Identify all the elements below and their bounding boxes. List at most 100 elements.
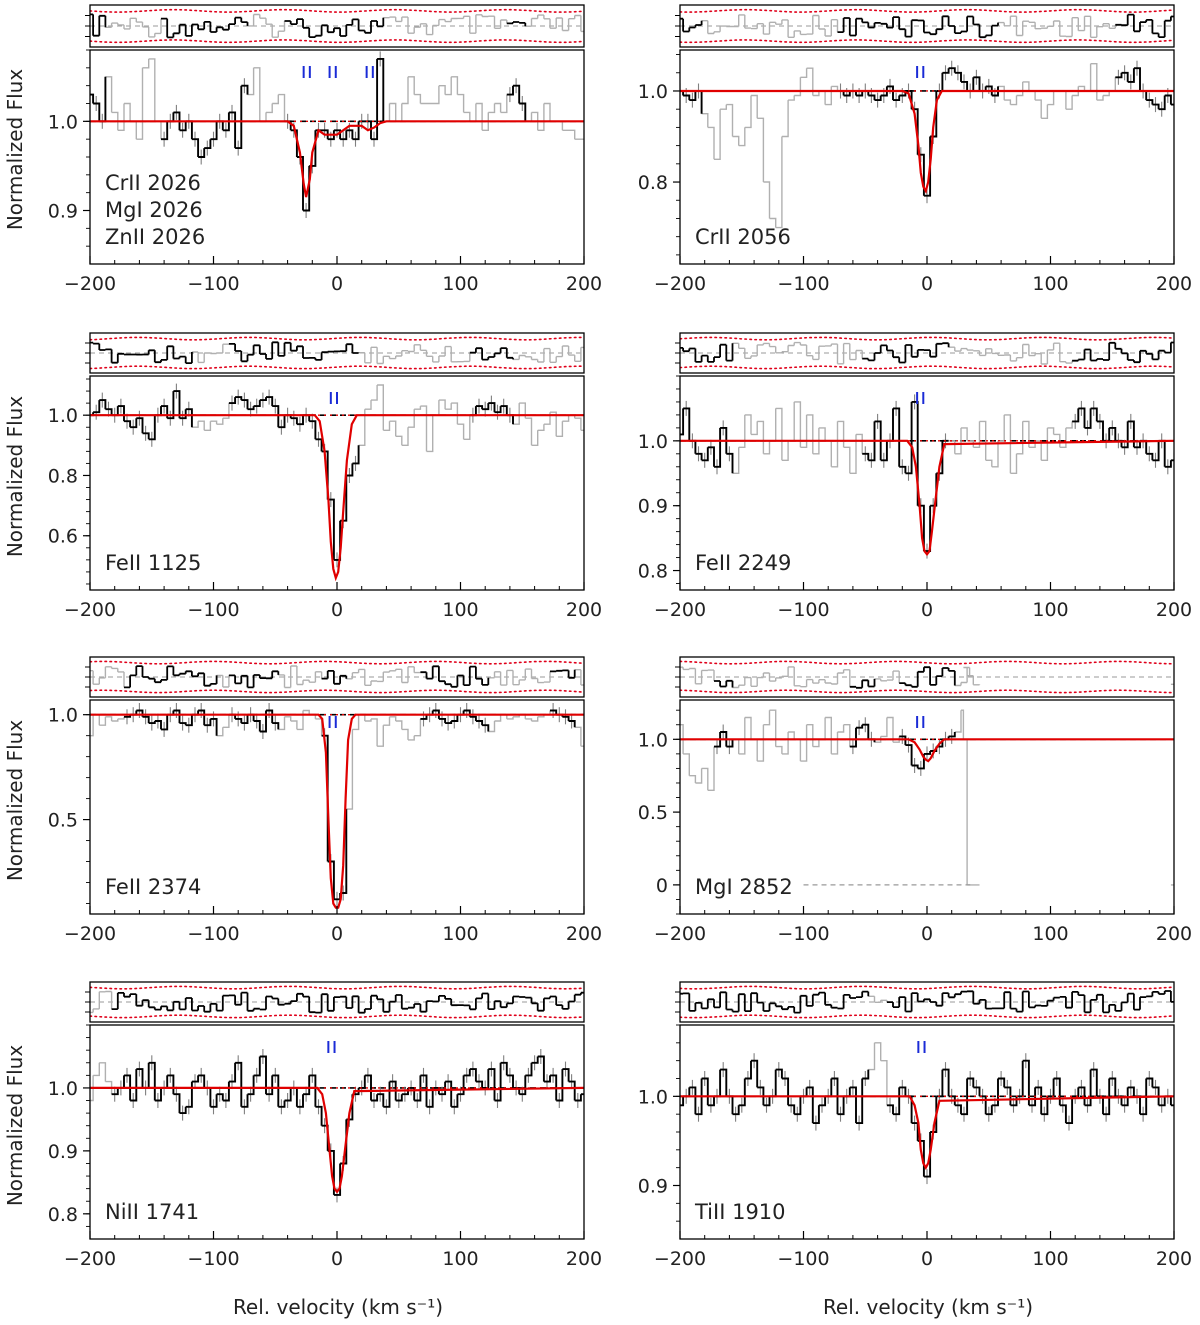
residual-band-lower [90, 39, 584, 44]
residual-band-upper [90, 8, 584, 13]
x-axis-label-left: Rel. velocity (km s⁻¹) [233, 1295, 443, 1319]
residual-masked [868, 995, 888, 1003]
residual-band-lower [680, 39, 1174, 44]
x-tick-label: 0 [331, 273, 343, 295]
y-tick-label: 1.0 [638, 431, 668, 453]
fit-model-line [90, 414, 584, 582]
residual-band-upper [680, 660, 1174, 665]
residual-strip [680, 660, 1174, 694]
ion-label: FeII 1125 [105, 551, 201, 575]
y-tick-label: 1.0 [48, 1078, 78, 1100]
residual-masked [90, 990, 113, 1014]
x-tick-label: −200 [654, 273, 706, 295]
x-tick-label: 0 [921, 273, 933, 295]
residual-masked [191, 343, 584, 365]
residual-masked [680, 666, 1174, 689]
ion-label: CrII 2056 [695, 225, 791, 249]
main-plot-area [680, 709, 1174, 886]
x-tick-label: 100 [442, 1248, 478, 1270]
panel-5: −200 −100 0 100 200 0.5 1.0 FeII 2374 Normalized… [3, 656, 602, 945]
panel-1: −200 −100 0 100 200 0.9 1.0 CrII 2026 MgI 2026 Zn… [3, 4, 602, 295]
x-tick-label: 100 [442, 273, 478, 295]
residual-band-upper [680, 336, 1174, 341]
residual-masked [701, 14, 1116, 38]
fit-model-line [680, 1095, 1174, 1171]
ion-label: ZnII 2026 [105, 225, 205, 249]
x-tick-label: 200 [1156, 599, 1192, 621]
y-tick-label: 1.0 [638, 1086, 668, 1108]
y-tick-label: 0.9 [48, 1141, 78, 1163]
x-tick-label: 0 [921, 1248, 933, 1270]
residual-band-lower [90, 1014, 584, 1019]
residual-band-lower [680, 1014, 1174, 1019]
residual-data [680, 341, 1174, 364]
fit-model-line [680, 738, 1174, 763]
y-axis-label: Normalized Flux [3, 1045, 27, 1207]
x-tick-label: −200 [64, 923, 116, 945]
x-tick-label: 0 [921, 599, 933, 621]
y-tick-label: 1.0 [48, 111, 78, 133]
residual-strip [680, 336, 1174, 370]
flux-masked [868, 1042, 888, 1106]
y-tick-label: 0.9 [638, 1176, 668, 1198]
y-axis-label: Normalized Flux [3, 720, 27, 882]
flux-data [90, 390, 514, 561]
residual-masked [732, 341, 1073, 365]
residual-band-upper [90, 660, 584, 665]
y-tick-label: 0 [656, 875, 668, 897]
x-tick-label: −200 [64, 599, 116, 621]
flux-data [680, 400, 1174, 553]
x-tick-label: 200 [1156, 923, 1192, 945]
residual-strip [90, 336, 584, 370]
x-tick-label: 100 [442, 923, 478, 945]
x-tick-label: −200 [64, 273, 116, 295]
x-tick-label: 100 [1032, 923, 1068, 945]
x-tick-label: −200 [654, 599, 706, 621]
y-tick-label: 0.9 [638, 496, 668, 518]
x-tick-label: 200 [566, 1248, 602, 1270]
residual-data [680, 13, 1174, 39]
x-tick-label: 0 [331, 1248, 343, 1270]
x-tick-label: 0 [331, 923, 343, 945]
x-tick-label: −100 [187, 923, 239, 945]
residual-data [124, 665, 576, 689]
main-plot-area [90, 383, 584, 582]
residual-data [714, 666, 956, 689]
x-tick-label: 200 [566, 923, 602, 945]
residual-data [90, 13, 527, 39]
panel-2: −200 −100 0 100 200 0.8 1.0 CrII 2056 [638, 4, 1192, 295]
residual-band-upper [90, 985, 584, 990]
flux-masked [191, 384, 584, 453]
y-tick-label: 1.0 [48, 405, 78, 427]
residual-band-lower [680, 689, 1174, 694]
main-plot-area [680, 1042, 1174, 1185]
x-axis-label-right: Rel. velocity (km s⁻¹) [823, 1295, 1033, 1319]
x-tick-label: −100 [187, 1248, 239, 1270]
ion-label: FeII 2249 [695, 551, 791, 575]
fit-model-line [90, 120, 584, 198]
panels: −200 −100 0 100 200 0.9 1.0 CrII 2026 MgI 2026 Zn… [3, 4, 1192, 1270]
fit-model-line [90, 1086, 584, 1194]
x-tick-label: −100 [777, 1248, 829, 1270]
residual-masked [90, 665, 584, 689]
x-tick-label: 200 [1156, 273, 1192, 295]
ion-label: FeII 2374 [105, 875, 201, 899]
panel-4: −200 −100 0 100 200 0.8 0.9 1.0 FeII 2249 [638, 332, 1192, 621]
residual-band-lower [90, 365, 584, 370]
x-tick-label: −100 [187, 599, 239, 621]
main-plot-area [680, 394, 1174, 559]
y-tick-label: 0.8 [638, 172, 668, 194]
residual-band-lower [90, 689, 584, 694]
ion-label: CrII 2026 [105, 171, 201, 195]
x-tick-label: −100 [777, 599, 829, 621]
residual-band-upper [680, 8, 1174, 13]
residual-strip [90, 660, 584, 694]
ion-label: TiII 1910 [694, 1200, 786, 1224]
x-tick-label: 100 [442, 599, 478, 621]
x-tick-label: −100 [777, 923, 829, 945]
x-tick-label: −100 [777, 273, 829, 295]
residual-strip [90, 8, 584, 44]
y-axis-label: Normalized Flux [3, 396, 27, 558]
residual-strip [90, 985, 584, 1019]
